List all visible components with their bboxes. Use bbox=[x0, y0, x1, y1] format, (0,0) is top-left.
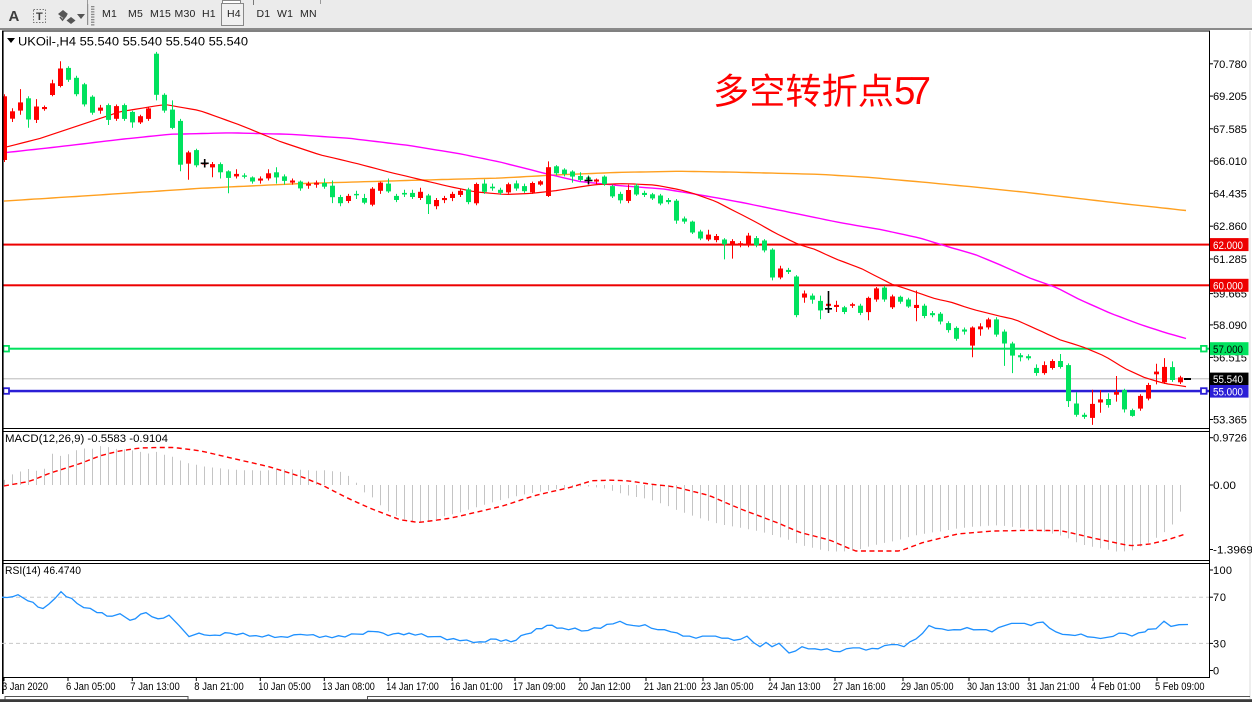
svg-text:70: 70 bbox=[1213, 592, 1226, 604]
svg-text:4 Feb 01:00: 4 Feb 01:00 bbox=[1091, 681, 1141, 693]
svg-text:57: 57 bbox=[894, 70, 931, 113]
svg-text:60.000: 60.000 bbox=[1213, 281, 1243, 293]
svg-text:13 Jan 08:00: 13 Jan 08:00 bbox=[322, 681, 375, 693]
svg-text:64.435: 64.435 bbox=[1213, 188, 1247, 200]
svg-text:7 Jan 13:00: 7 Jan 13:00 bbox=[130, 681, 180, 693]
svg-text:24 Jan 13:00: 24 Jan 13:00 bbox=[768, 681, 821, 693]
svg-text:14 Jan 17:00: 14 Jan 17:00 bbox=[386, 681, 439, 693]
svg-text:56.515: 56.515 bbox=[1213, 352, 1247, 364]
svg-text:MACD(12,26,9) -0.5583 -0.9104: MACD(12,26,9) -0.5583 -0.9104 bbox=[5, 433, 168, 445]
svg-text:57.000: 57.000 bbox=[1213, 344, 1243, 356]
svg-text:0.00: 0.00 bbox=[1213, 480, 1236, 492]
svg-text:66.010: 66.010 bbox=[1213, 156, 1247, 168]
svg-text:RSI(14) 46.4740: RSI(14) 46.4740 bbox=[5, 565, 81, 577]
svg-text:16 Jan 01:00: 16 Jan 01:00 bbox=[450, 681, 503, 693]
svg-text:29 Jan 05:00: 29 Jan 05:00 bbox=[901, 681, 954, 693]
svg-text:27 Jan 16:00: 27 Jan 16:00 bbox=[833, 681, 886, 693]
svg-text:3 Jan 2020: 3 Jan 2020 bbox=[2, 681, 48, 693]
svg-text:6 Jan 05:00: 6 Jan 05:00 bbox=[66, 681, 116, 693]
svg-text:53.365: 53.365 bbox=[1213, 415, 1247, 427]
svg-text:A: A bbox=[9, 8, 20, 25]
svg-text:21 Jan 21:00: 21 Jan 21:00 bbox=[644, 681, 697, 693]
svg-text:55.000: 55.000 bbox=[1213, 387, 1243, 399]
svg-text:UKOil-,H4 55.540 55.540 55.54: UKOil-,H4 55.540 55.540 55.540 55.540 bbox=[18, 37, 248, 49]
svg-text:5 Feb 09:00: 5 Feb 09:00 bbox=[1155, 681, 1205, 693]
svg-text:T: T bbox=[36, 11, 43, 23]
svg-text:69.205: 69.205 bbox=[1213, 91, 1247, 103]
svg-text:62.000: 62.000 bbox=[1213, 240, 1243, 252]
svg-text:8 Jan 21:00: 8 Jan 21:00 bbox=[194, 681, 244, 693]
svg-text:30 Jan 13:00: 30 Jan 13:00 bbox=[967, 681, 1020, 693]
svg-text:67.585: 67.585 bbox=[1213, 124, 1247, 136]
svg-text:10 Jan 05:00: 10 Jan 05:00 bbox=[258, 681, 311, 693]
svg-text:70.780: 70.780 bbox=[1213, 59, 1247, 71]
svg-text:100: 100 bbox=[1213, 565, 1232, 577]
svg-text:30: 30 bbox=[1213, 638, 1226, 650]
svg-text:55.540: 55.540 bbox=[1213, 374, 1243, 386]
svg-text:17 Jan 09:00: 17 Jan 09:00 bbox=[513, 681, 566, 693]
svg-text:0.9726: 0.9726 bbox=[1213, 433, 1247, 445]
svg-text:31 Jan 21:00: 31 Jan 21:00 bbox=[1027, 681, 1080, 693]
svg-text:61.285: 61.285 bbox=[1213, 254, 1247, 266]
svg-text:0: 0 bbox=[1213, 666, 1219, 678]
svg-text:-1.3969: -1.3969 bbox=[1213, 545, 1252, 557]
svg-text:58.090: 58.090 bbox=[1213, 320, 1247, 332]
svg-text:23 Jan 05:00: 23 Jan 05:00 bbox=[701, 681, 754, 693]
svg-text:62.860: 62.860 bbox=[1213, 221, 1247, 233]
svg-text:20 Jan 12:00: 20 Jan 12:00 bbox=[578, 681, 631, 693]
